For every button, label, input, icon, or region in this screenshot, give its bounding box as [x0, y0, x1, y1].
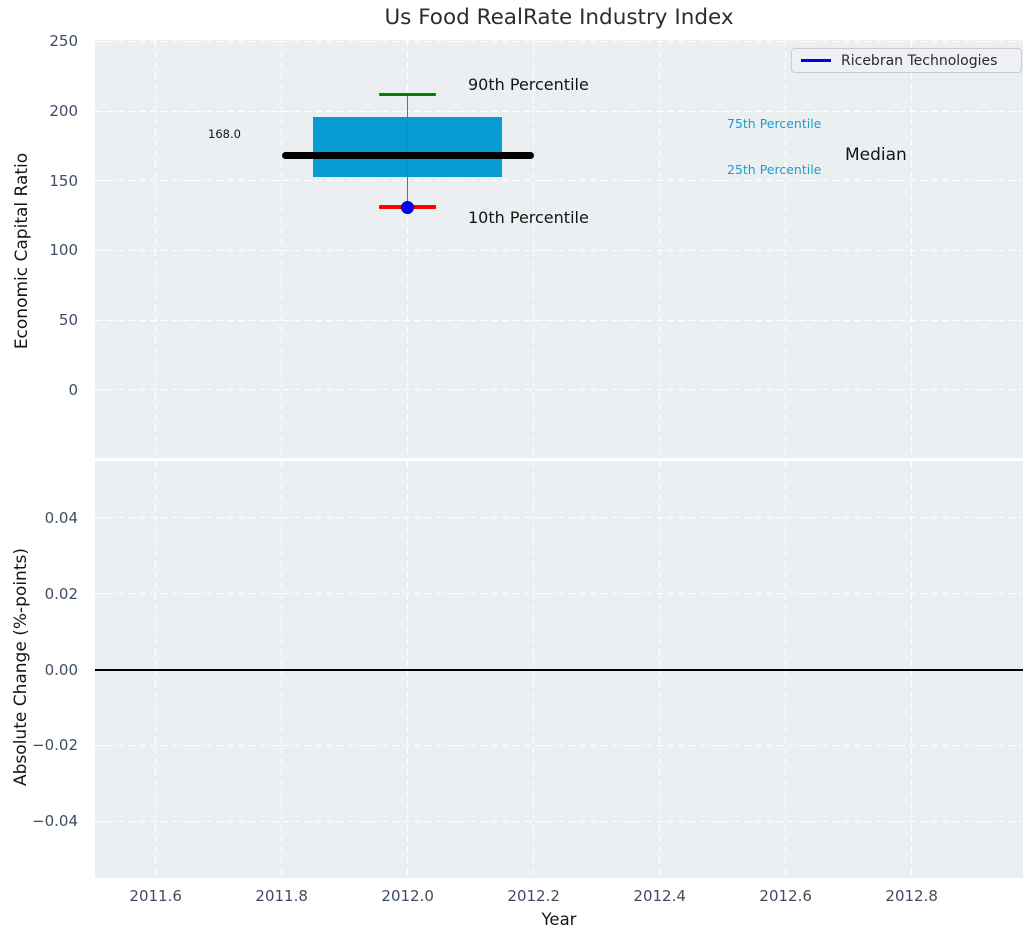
y-tick-label-bottom: −0.04 — [32, 812, 78, 831]
gridline-x — [407, 40, 409, 458]
gridline-x — [659, 40, 661, 458]
x-tick-label: 2012.0 — [381, 887, 434, 905]
annotation-90th-percentile: 90th Percentile — [468, 75, 589, 94]
annotation-10th-percentile: 10th Percentile — [468, 208, 589, 227]
x-tick-label: 2011.8 — [255, 887, 308, 905]
y-tick-label-top: 200 — [49, 102, 78, 121]
gridline-y-bottom — [95, 593, 1023, 595]
gridline-y-top — [95, 319, 1023, 321]
median-line — [281, 151, 534, 160]
cap-90th-percentile — [379, 92, 436, 97]
x-tick-label: 2012.2 — [507, 887, 560, 905]
gridline-y-top — [95, 180, 1023, 182]
top-axes — [95, 40, 1023, 458]
gridline-x — [533, 40, 535, 458]
x-tick-label: 2012.8 — [885, 887, 938, 905]
gridline-y-top — [95, 249, 1023, 251]
y-tick-label-top: 150 — [49, 171, 78, 190]
x-axis-title: Year — [541, 910, 577, 929]
gridline-x — [785, 40, 787, 458]
legend-series-label: Ricebran Technologies — [841, 52, 998, 69]
x-tick-label: 2011.6 — [129, 887, 182, 905]
annotation-median: Median — [845, 145, 907, 165]
y-tick-label-top: 0 — [68, 380, 78, 399]
gridline-y-bottom — [95, 744, 1023, 746]
gridline-y-bottom — [95, 820, 1023, 822]
y-tick-label-bottom: 0.00 — [44, 660, 78, 679]
y-tick-label-top: 250 — [49, 32, 78, 51]
gridline-y-top — [95, 110, 1023, 112]
y-tick-label-top: 100 — [49, 241, 78, 260]
y-tick-label-top: 50 — [58, 311, 78, 330]
gridline-x — [281, 40, 283, 458]
x-tick-label: 2012.4 — [633, 887, 686, 905]
y-tick-label-bottom: 0.04 — [44, 508, 78, 527]
company-data-point-marker — [401, 200, 415, 214]
annotation-75th-percentile: 75th Percentile — [727, 116, 822, 131]
y-tick-label-bottom: 0.02 — [44, 584, 78, 603]
gridline-x — [911, 40, 913, 458]
median-value-label: 168.0 — [208, 127, 241, 141]
zero-change-line — [95, 668, 1023, 671]
legend-box: Ricebran Technologies — [791, 48, 1022, 73]
gridline-y-top — [95, 389, 1023, 391]
x-tick-label: 2012.6 — [759, 887, 812, 905]
chart-title: Us Food RealRate Industry Index — [384, 5, 734, 30]
gridline-y-top — [95, 40, 1023, 42]
annotation-25th-percentile: 25th Percentile — [727, 162, 822, 177]
y-tick-label-bottom: −0.02 — [32, 736, 78, 755]
legend-line-sample-icon — [801, 59, 831, 62]
gridline-x — [155, 40, 157, 458]
gridline-y-bottom — [95, 517, 1023, 519]
whisker-line-inner — [406, 116, 409, 177]
